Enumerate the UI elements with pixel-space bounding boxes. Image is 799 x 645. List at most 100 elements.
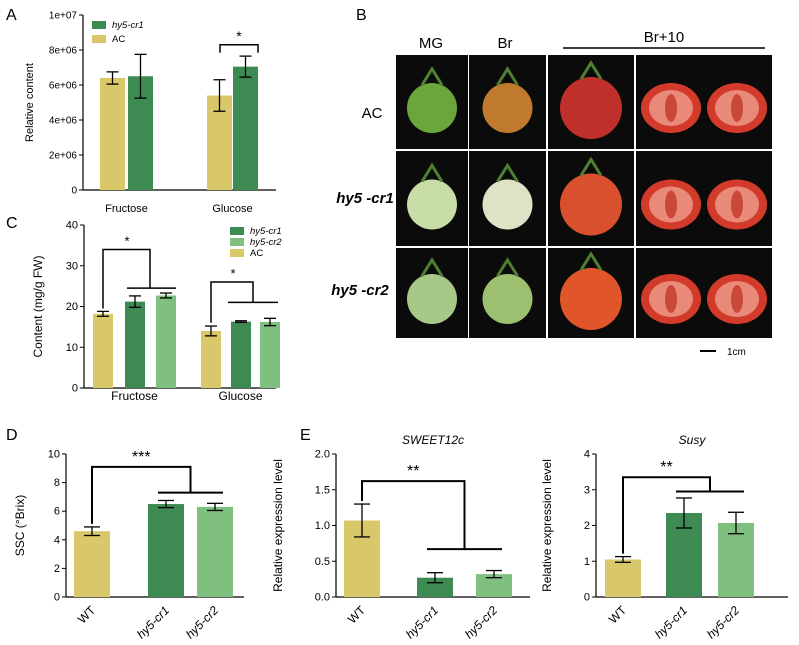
significance-label: * bbox=[236, 28, 242, 44]
y-tick-label: 2e+06 bbox=[49, 151, 78, 162]
y-tick-label: 6e+06 bbox=[49, 81, 78, 92]
x-category-label: Glucose bbox=[218, 389, 262, 403]
y-axis-label: SSC (°Brix) bbox=[13, 495, 27, 556]
y-tick-label: 2.0 bbox=[315, 449, 330, 461]
chart-ssc: 0 2 4 6 8 10 SSC (°Brix) WT hy5-cr1 hy5-cr2 *** bbox=[13, 449, 244, 641]
bar bbox=[93, 313, 113, 388]
y-tick-label: 3 bbox=[584, 484, 590, 496]
bar bbox=[74, 531, 110, 597]
panel-letter-d: D bbox=[6, 427, 18, 444]
significance-bracket bbox=[210, 281, 254, 323]
bar bbox=[605, 559, 641, 597]
tomato-stem bbox=[420, 162, 444, 183]
row-label-hy5-cr1: hy5 -cr1 bbox=[336, 190, 394, 207]
chart-susy-expression: 0 1 2 3 4 Relative expression level WT hy5-cr1 h… bbox=[540, 433, 788, 641]
legend-label: hy5-cr1 bbox=[112, 20, 144, 31]
tomato-stem bbox=[496, 257, 519, 277]
scale-label: 1cm bbox=[727, 347, 746, 358]
y-axis-label: Relative content bbox=[24, 63, 36, 142]
stage-label-br10: Br+10 bbox=[644, 29, 684, 46]
bar bbox=[231, 321, 251, 388]
bar bbox=[125, 301, 145, 388]
y-axis-label: Relative expression level bbox=[540, 459, 554, 592]
tomato-fruit bbox=[560, 173, 622, 236]
y-tick-label: 0 bbox=[71, 186, 77, 197]
bar bbox=[201, 330, 221, 388]
tomato-stem bbox=[579, 251, 603, 271]
bar bbox=[260, 321, 280, 388]
legend-swatch bbox=[92, 35, 106, 43]
y-tick-label: 8 bbox=[54, 477, 60, 489]
legend-swatch bbox=[230, 249, 244, 257]
y-tick-label: 0 bbox=[584, 592, 590, 604]
tomato-stem bbox=[496, 66, 519, 86]
legend-label: AC bbox=[112, 34, 125, 45]
y-tick-label: 4e+06 bbox=[49, 116, 78, 127]
y-axis-label: Relative expression level bbox=[271, 459, 285, 592]
stage-label-br: Br bbox=[498, 35, 513, 52]
x-category-label: hy5-cr1 bbox=[403, 603, 441, 641]
y-tick-label: 4 bbox=[584, 449, 590, 461]
y-tick-label: 1 bbox=[584, 556, 590, 568]
y-tick-label: 6 bbox=[54, 506, 60, 518]
bar bbox=[148, 504, 184, 597]
panel-letter-b: B bbox=[356, 7, 367, 24]
tomato-fruit bbox=[560, 268, 622, 330]
x-category-label: WT bbox=[345, 603, 369, 627]
tomato-core bbox=[731, 285, 743, 313]
tomato-core bbox=[665, 190, 677, 219]
x-category-label: Fructose bbox=[105, 203, 148, 215]
tomato-fruit bbox=[407, 274, 457, 324]
significance-label: * bbox=[230, 266, 235, 281]
tomato-fruit bbox=[482, 274, 533, 324]
chart-title: SWEET12c bbox=[402, 433, 464, 447]
y-tick-label: 1.0 bbox=[315, 520, 330, 532]
tomato-fruit bbox=[482, 179, 533, 230]
panel-letter-e: E bbox=[300, 427, 311, 444]
y-tick-label: 2 bbox=[54, 563, 60, 575]
significance-bracket bbox=[219, 44, 259, 53]
bar bbox=[417, 577, 453, 597]
bar bbox=[718, 522, 754, 597]
tomato-fruit bbox=[407, 83, 457, 133]
panel-letter-a: A bbox=[6, 7, 17, 24]
y-tick-label: 4 bbox=[54, 534, 60, 546]
y-tick-label: 30 bbox=[66, 260, 78, 272]
tomato-stem bbox=[579, 156, 603, 177]
x-category-label: Glucose bbox=[212, 203, 252, 215]
stage-label-mg: MG bbox=[419, 35, 443, 52]
row-label-ac: AC bbox=[362, 105, 383, 122]
x-category-label: hy5-cr2 bbox=[462, 603, 500, 641]
y-tick-label: 20 bbox=[66, 301, 78, 313]
tomato-core bbox=[665, 285, 677, 313]
y-tick-label: 2 bbox=[584, 520, 590, 532]
significance-bracket bbox=[102, 248, 151, 309]
chart-relative-content: 0 2e+06 4e+06 6e+06 8e+06 1e+07 Relative conte… bbox=[24, 11, 276, 215]
significance-label: *** bbox=[132, 449, 151, 466]
y-tick-label: 10 bbox=[48, 449, 60, 461]
significance-bracket bbox=[91, 465, 192, 524]
significance-bracket bbox=[622, 476, 711, 554]
x-category-label: hy5-cr2 bbox=[704, 603, 742, 641]
bar bbox=[156, 295, 176, 388]
y-tick-label: 1.5 bbox=[315, 484, 330, 496]
bar bbox=[476, 574, 512, 597]
legend-label: hy5-cr2 bbox=[250, 237, 282, 248]
y-tick-label: 0.0 bbox=[315, 592, 330, 604]
y-tick-label: 8e+06 bbox=[49, 46, 78, 57]
bar bbox=[233, 66, 258, 190]
y-tick-label: 0 bbox=[72, 383, 78, 395]
legend-swatch bbox=[92, 21, 106, 29]
significance-label: * bbox=[124, 233, 129, 248]
bar bbox=[100, 78, 125, 190]
legend-label: hy5-cr1 bbox=[250, 226, 282, 237]
panel-letter-c: C bbox=[6, 215, 18, 232]
tomato-stem bbox=[420, 257, 444, 277]
y-tick-label: 1e+07 bbox=[49, 11, 78, 22]
y-tick-label: 0.5 bbox=[315, 556, 330, 568]
bar bbox=[197, 506, 233, 597]
y-tick-label: 0 bbox=[54, 592, 60, 604]
tomato-stem bbox=[579, 60, 603, 80]
x-category-label: hy5-cr2 bbox=[183, 603, 221, 641]
